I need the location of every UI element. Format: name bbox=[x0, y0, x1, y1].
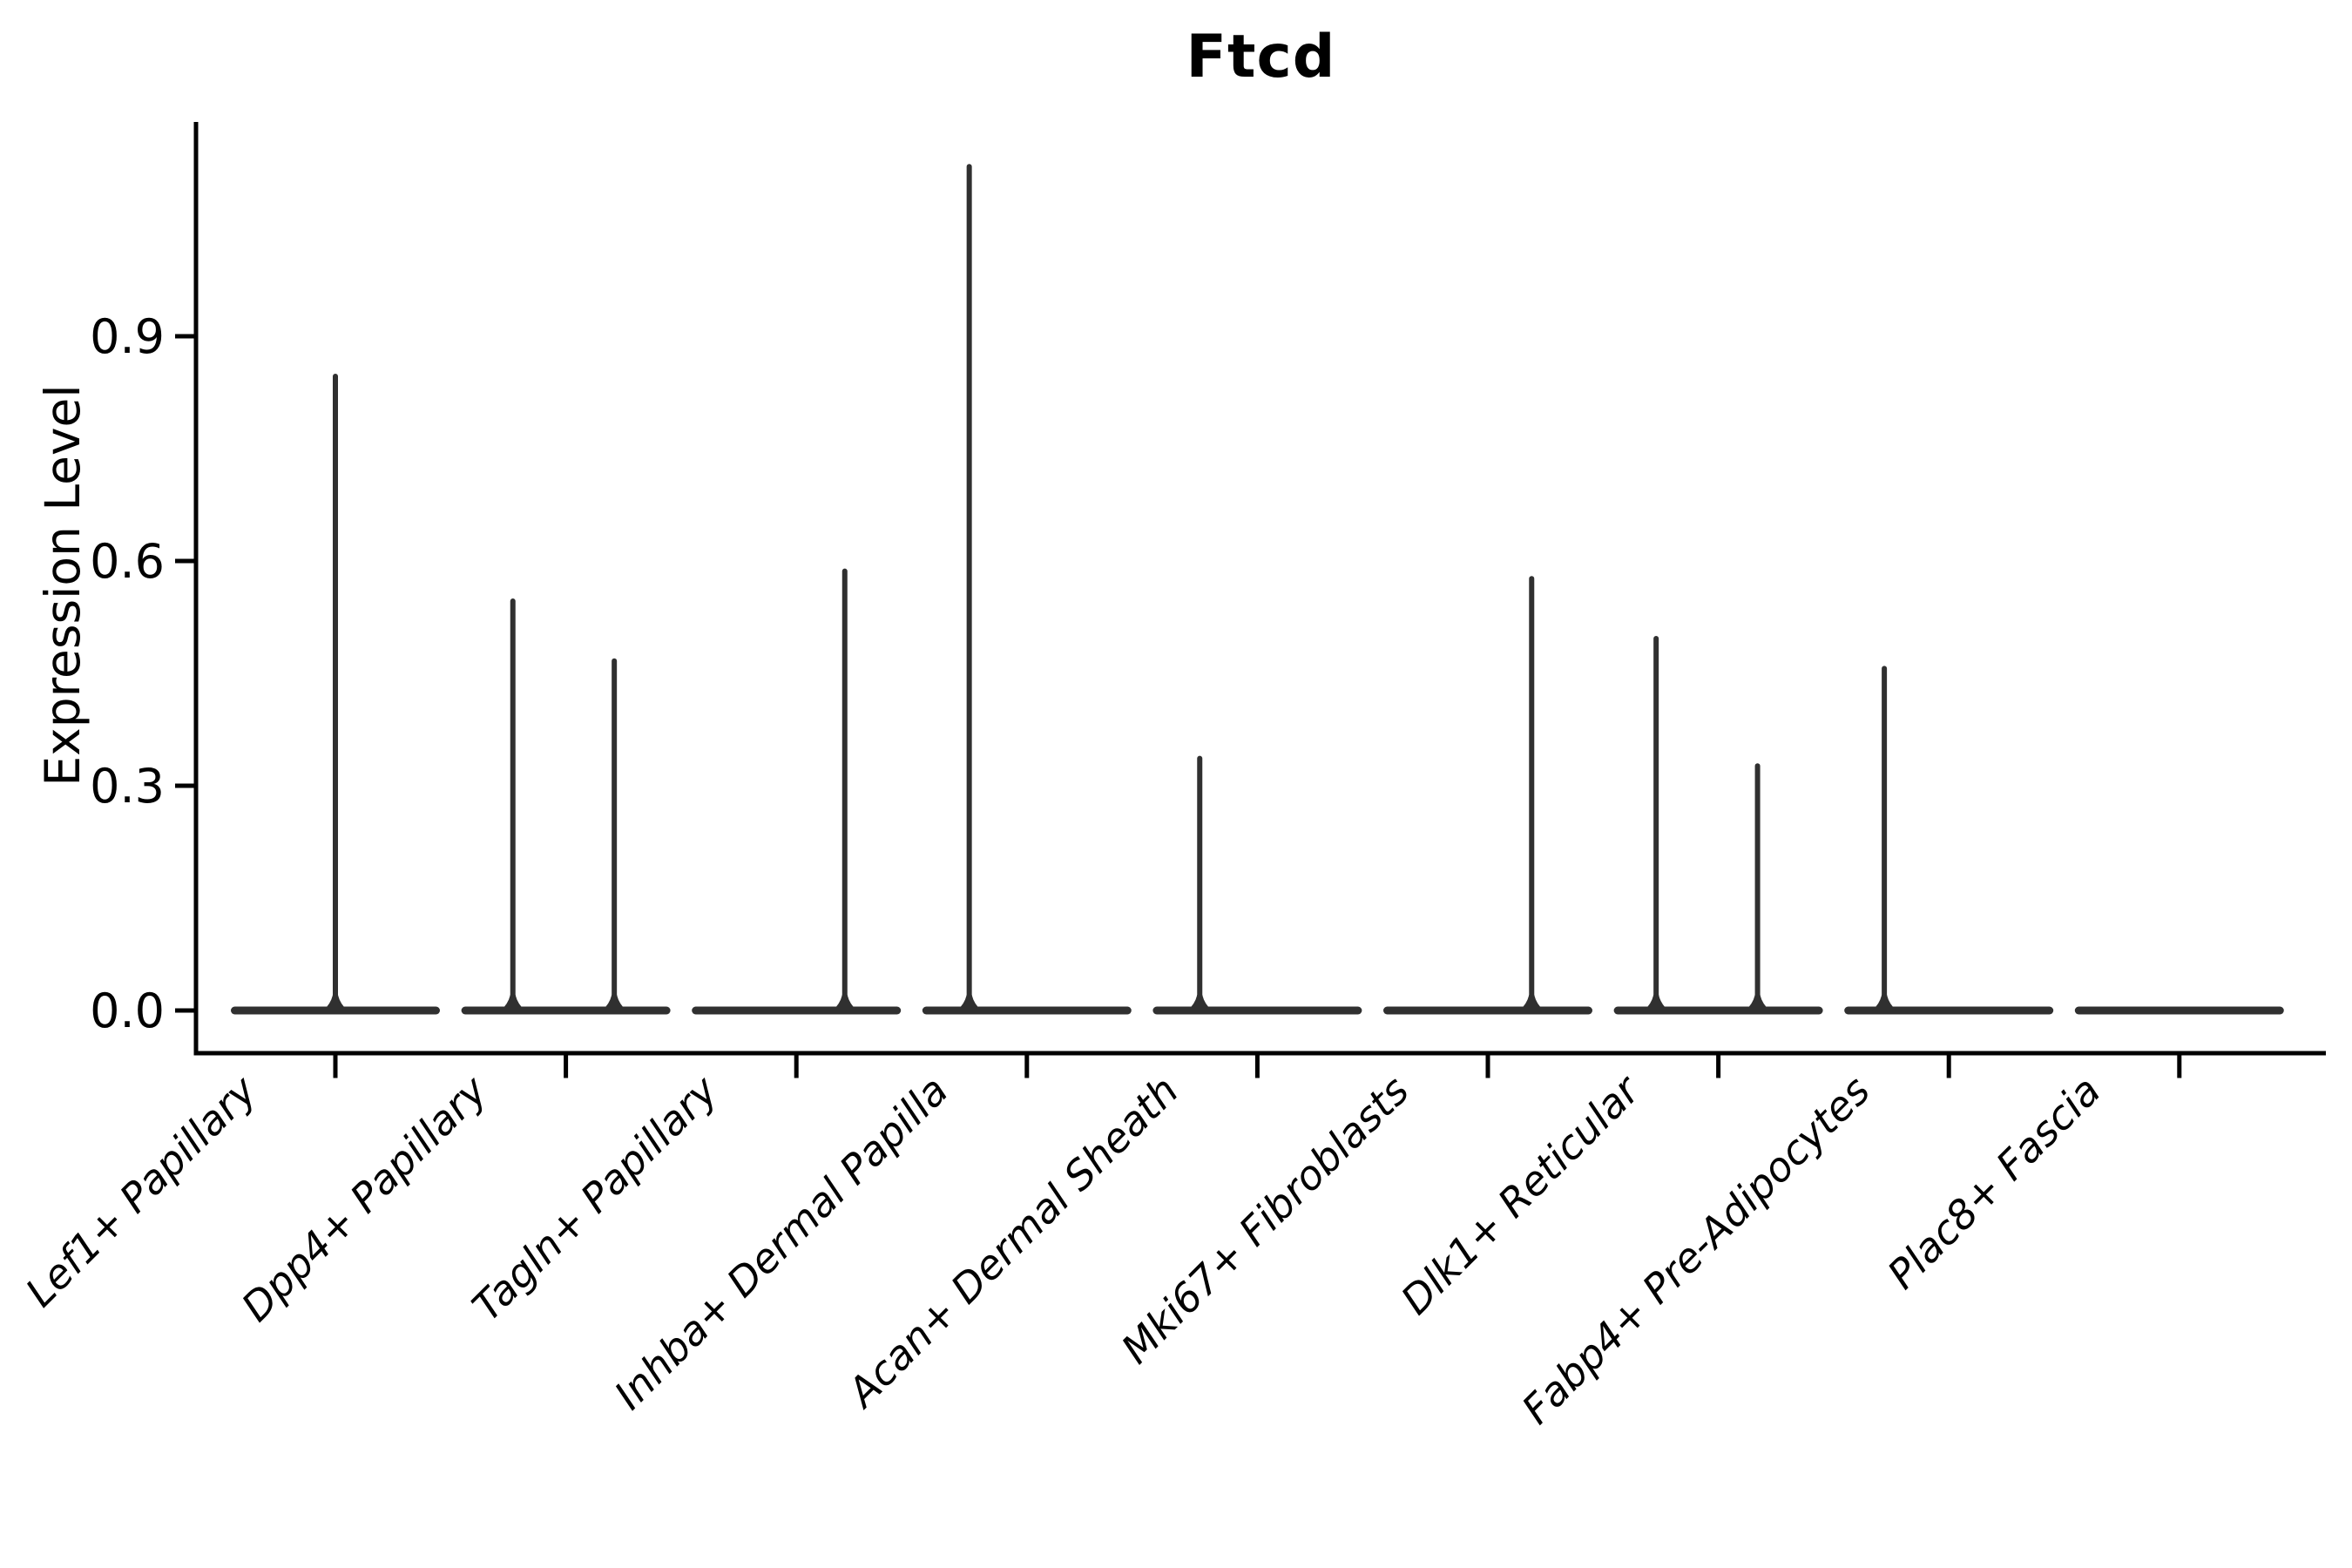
violin-7 bbox=[1844, 666, 2054, 1015]
violin-spike bbox=[1653, 636, 1659, 1010]
y-tick-label: 0.3 bbox=[90, 759, 165, 814]
x-category-label: Tagln+ Papillary bbox=[463, 1066, 727, 1330]
x-axis-spine bbox=[193, 1051, 2326, 1056]
violin-spike bbox=[1882, 666, 1888, 1010]
x-category-label: Plac8+ Fascia bbox=[1878, 1067, 2109, 1298]
violin-body bbox=[922, 1006, 1132, 1015]
violin-1 bbox=[461, 598, 671, 1015]
violin-body bbox=[692, 1006, 902, 1015]
x-tick bbox=[1946, 1055, 1951, 1078]
violin-body bbox=[1844, 1006, 2054, 1015]
violin-spike bbox=[966, 164, 972, 1010]
y-tick-label: 0.0 bbox=[90, 983, 165, 1038]
violin-spike bbox=[612, 658, 618, 1010]
violin-spike bbox=[1197, 755, 1203, 1010]
y-tick bbox=[175, 783, 196, 788]
x-tick bbox=[564, 1055, 569, 1078]
x-tick bbox=[2177, 1055, 2182, 1078]
y-tick bbox=[175, 1008, 196, 1013]
x-category-label: Dlk1+ Reticular bbox=[1392, 1064, 1651, 1323]
violin-body bbox=[1383, 1006, 1592, 1015]
violin-0 bbox=[231, 374, 440, 1015]
y-tick bbox=[175, 334, 196, 339]
violin-8 bbox=[2074, 1006, 2284, 1015]
violin-3 bbox=[922, 164, 1132, 1015]
x-tick bbox=[1716, 1055, 1721, 1078]
violin-body bbox=[2074, 1006, 2284, 1015]
x-category-label: Lef1+ Papillary bbox=[17, 1066, 266, 1315]
violin-spike bbox=[1529, 576, 1535, 1010]
violin-body bbox=[1152, 1006, 1362, 1015]
violin-spike bbox=[841, 568, 848, 1010]
violin-body bbox=[461, 1006, 671, 1015]
x-tick bbox=[1254, 1055, 1260, 1078]
violin-spike bbox=[510, 598, 516, 1010]
y-tick bbox=[175, 558, 196, 564]
violin-2 bbox=[692, 568, 902, 1015]
violin-5 bbox=[1383, 576, 1592, 1015]
x-tick bbox=[1485, 1055, 1490, 1078]
violin-4 bbox=[1152, 755, 1362, 1015]
x-tick bbox=[1024, 1055, 1030, 1078]
x-tick bbox=[794, 1055, 799, 1078]
y-axis-spine bbox=[193, 122, 199, 1056]
x-tick bbox=[333, 1055, 338, 1078]
x-category-label: Dpp4+ Papillary bbox=[233, 1066, 497, 1330]
chart-title: Ftcd bbox=[1186, 23, 1336, 91]
violin-6 bbox=[1613, 636, 1823, 1015]
violin-spike bbox=[333, 374, 338, 1010]
y-tick-label: 0.6 bbox=[90, 534, 165, 589]
y-tick-label: 0.9 bbox=[90, 309, 165, 364]
violin-spike bbox=[1754, 763, 1761, 1010]
